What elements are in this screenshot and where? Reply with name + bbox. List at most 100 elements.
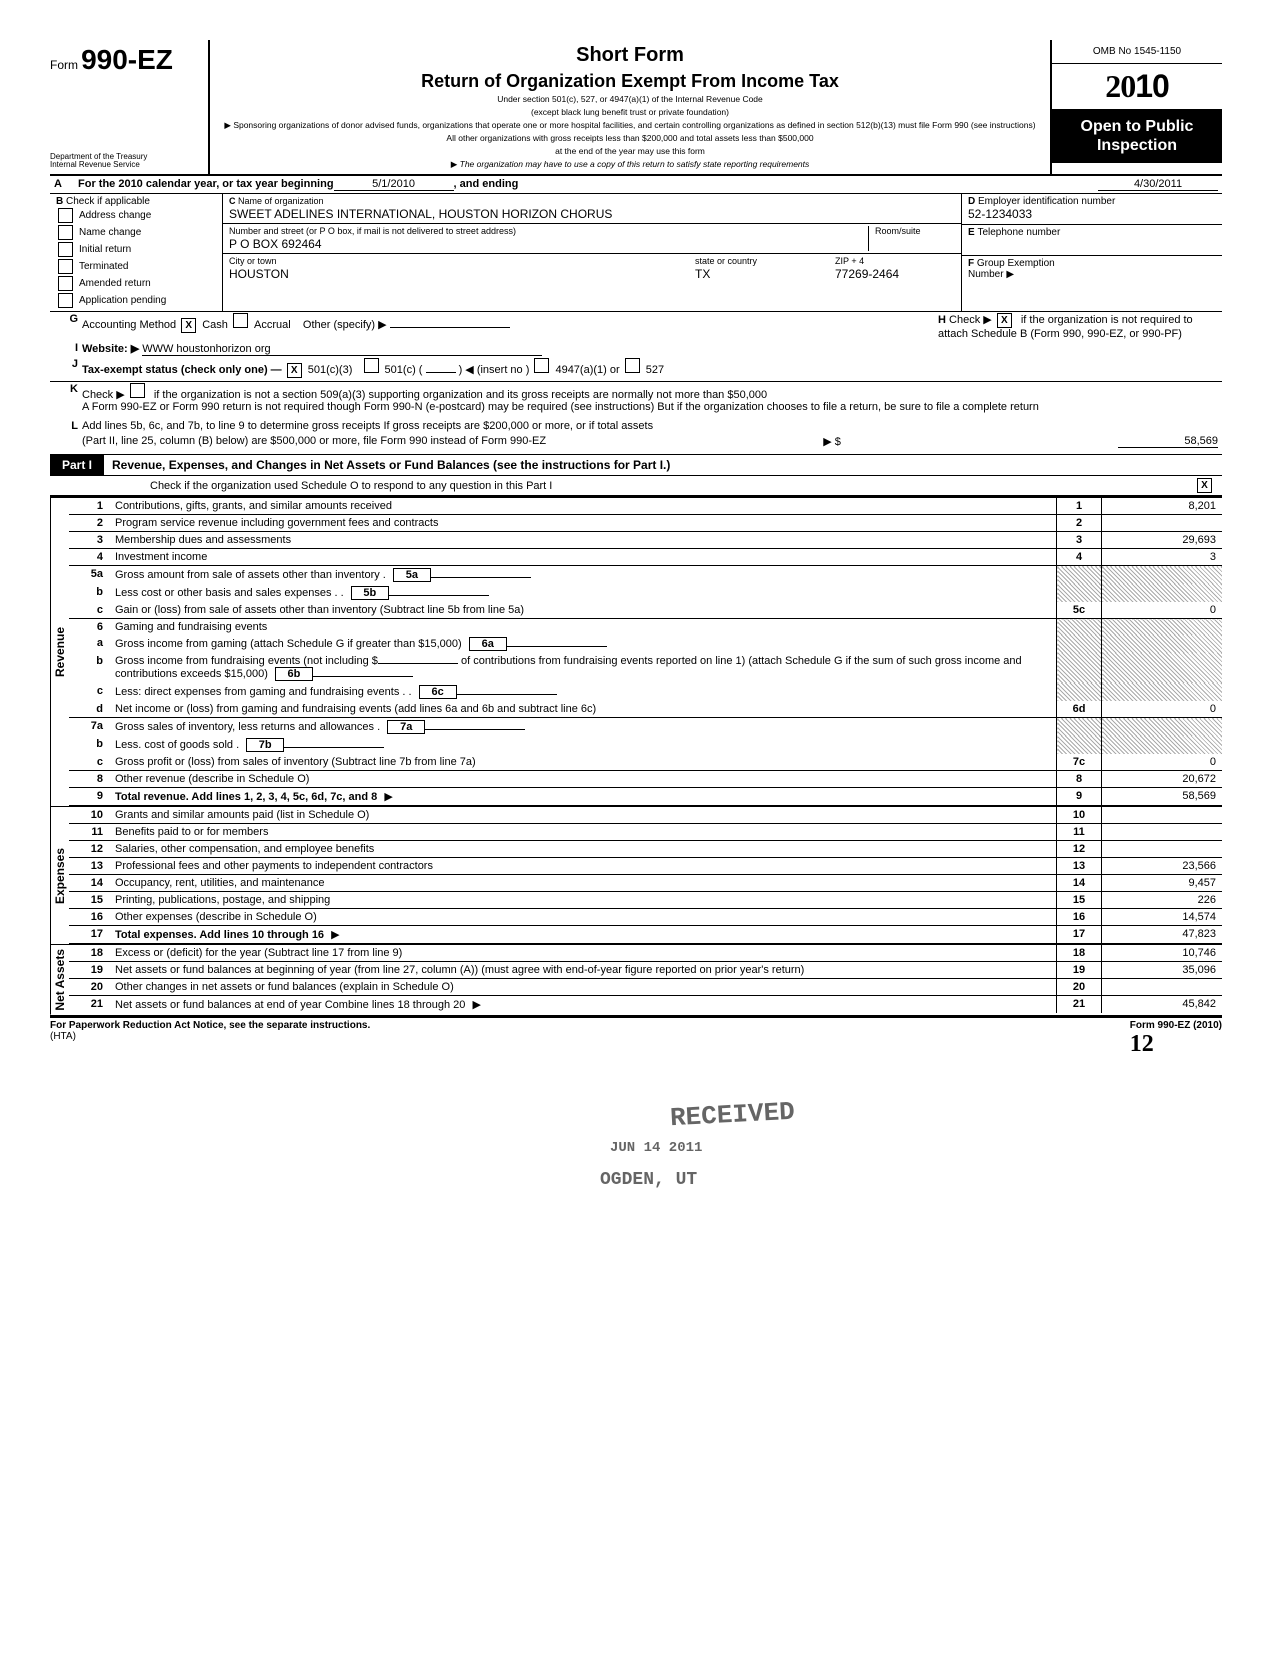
input-7b[interactable] [284,747,384,748]
check-501c[interactable] [364,358,379,373]
label-e: E [968,227,975,238]
line-9: 9Total revenue. Add lines 1, 2, 3, 4, 5c… [69,788,1222,806]
line-7a: 7aGross sales of inventory, less returns… [69,718,1222,737]
tax-year-text: For the 2010 calendar year, or tax year … [78,178,334,191]
line-17: 17Total expenses. Add lines 10 through 1… [69,926,1222,944]
l-value: 58,569 [1118,435,1218,448]
line-6b: bGross income from fundraising events (n… [69,653,1222,683]
org-state: TX [695,267,710,281]
group-exempt-label: Group Exemption [977,258,1055,269]
org-address: P O BOX 692464 [229,237,322,251]
line-19: 19Net assets or fund balances at beginni… [69,962,1222,979]
check-h[interactable]: X [997,313,1012,328]
subtitle-3: Sponsoring organizations of donor advise… [233,120,1035,130]
l-arrow: ▶ $ [823,435,841,448]
check-accrual[interactable] [233,313,248,328]
check-terminated[interactable] [58,259,73,274]
input-5a[interactable] [431,577,531,578]
line-10: 10Grants and similar amounts paid (list … [69,807,1222,824]
revenue-table: 1Contributions, gifts, grants, and simil… [69,498,1222,806]
label-a: A [54,178,78,191]
line-1: 1Contributions, gifts, grants, and simil… [69,498,1222,515]
input-7a[interactable] [425,729,525,730]
netassets-table: 18Excess or (deficit) for the year (Subt… [69,945,1222,1013]
group-number-label: Number ▶ [968,269,1014,280]
row-i: I Website: ▶ WWW houstonhorizon org [50,341,1222,357]
end-date: 4/30/2011 [1098,178,1218,191]
input-6b-contrib[interactable] [378,663,458,664]
form-prefix: Form [50,58,78,72]
line-12: 12Salaries, other compensation, and empl… [69,841,1222,858]
stamp-date: JUN 14 2011 [610,1140,702,1156]
input-5b[interactable] [389,595,489,596]
label-d: D [968,196,975,207]
label-g: G [54,313,82,325]
label-501c: 501(c) ( [385,364,423,376]
label-c: C [229,196,236,206]
label-501c3: 501(c)(3) [308,364,353,376]
part1-check[interactable]: X [1197,478,1212,493]
check-amended[interactable] [58,276,73,291]
open-public-1: Open to Public [1056,117,1218,136]
label-f: F [968,258,974,269]
form-page: Form 990-EZ Department of the Treasury I… [50,40,1222,1058]
check-initial-return[interactable] [58,242,73,257]
row-k: K Check ▶ if the organization is not a s… [50,382,1222,414]
other-specify[interactable] [390,327,510,328]
revenue-side-label: Revenue [50,498,69,806]
label-4947: 4947(a)(1) or [555,364,619,376]
input-6c[interactable] [457,694,557,695]
accounting-label: Accounting Method [82,319,176,331]
label-k: K [54,383,82,395]
part1-sub: Check if the organization used Schedule … [50,476,1222,497]
netassets-section: Net Assets 18Excess or (deficit) for the… [50,944,1222,1017]
label-b: B [56,196,63,207]
label-l: L [54,420,82,432]
check-501c3[interactable]: X [287,363,302,378]
check-address-change[interactable] [58,208,73,223]
form-year-block: OMB No 1545-1150 2010 Open to Public Ins… [1050,40,1222,174]
check-cash[interactable]: X [181,318,196,333]
label-cash: Cash [202,319,228,331]
revenue-section: Revenue 1Contributions, gifts, grants, a… [50,497,1222,806]
city-label: City or town [229,256,277,266]
tax-exempt-label: Tax-exempt status (check only one) — [82,364,282,376]
line-6d: dNet income or (loss) from gaming and fu… [69,701,1222,718]
line-20: 20Other changes in net assets or fund ba… [69,979,1222,996]
netassets-side-label: Net Assets [50,945,69,1015]
check-k[interactable] [130,383,145,398]
check-527[interactable] [625,358,640,373]
l-text2: (Part II, line 25, column (B) below) are… [82,435,546,448]
label-h: H [938,314,946,326]
begin-date: 5/1/2010 [334,178,454,191]
insert-no: ) ◀ (insert no ) [459,364,530,376]
line-7c: cGross profit or (loss) from sales of in… [69,754,1222,771]
section-def: D Employer identification number 52-1234… [961,194,1222,311]
input-6b[interactable] [313,676,413,677]
expenses-section: Expenses 10Grants and similar amounts pa… [50,806,1222,944]
check-app-pending[interactable] [58,293,73,308]
entity-block: B Check if applicable Address change Nam… [50,194,1222,311]
label-j: J [54,358,82,370]
footer-right: Form 990-EZ (2010) [1130,1020,1222,1031]
year-prefix: 20 [1105,68,1135,104]
subtitle-5: at the end of the year may use this form [222,146,1038,157]
check-name-change[interactable] [58,225,73,240]
form-title-block: Short Form Return of Organization Exempt… [210,40,1050,174]
check-4947[interactable] [534,358,549,373]
line-14: 14Occupancy, rent, utilities, and mainte… [69,875,1222,892]
row-l-total: (Part II, line 25, column (B) below) are… [50,433,1222,450]
subtitle-1: Under section 501(c), 527, or 4947(a)(1)… [222,94,1038,105]
line-7b: bLess. cost of goods sold . 7b [69,736,1222,754]
tax-year-row: A For the 2010 calendar year, or tax yea… [50,176,1222,194]
room-label: Room/suite [875,226,921,236]
zip-label: ZIP + 4 [835,256,864,266]
part1-title: Revenue, Expenses, and Changes in Net As… [104,458,1222,472]
line-5c: cGain or (loss) from sale of assets othe… [69,602,1222,619]
line-21: 21Net assets or fund balances at end of … [69,996,1222,1014]
line-15: 15Printing, publications, postage, and s… [69,892,1222,909]
section-b: B Check if applicable Address change Nam… [50,194,223,311]
section-c: C Name of organization SWEET ADELINES IN… [223,194,961,311]
501c-insert[interactable] [426,372,456,373]
input-6a[interactable] [507,646,607,647]
